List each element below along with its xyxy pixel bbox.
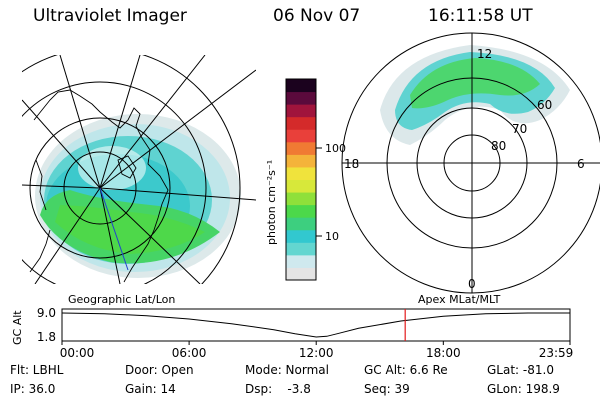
dsp-readout: Dsp: -3.8	[245, 382, 311, 396]
colorbar-tick-label-10: 10	[325, 230, 339, 243]
colorbar-swatch	[286, 229, 316, 243]
gain-readout: Gain: 14	[125, 382, 176, 396]
gc-alt-y-ticks: 9.0 1.8	[37, 306, 56, 344]
colorbar-swatch	[286, 141, 316, 155]
mode-readout: Mode: Normal	[245, 363, 329, 377]
colorbar: 100 10 photon cm⁻²s⁻¹	[265, 78, 346, 281]
aurora-emission-mlt	[380, 45, 570, 145]
right-panel-caption: Apex MLat/MLT	[418, 293, 501, 306]
glon-readout: GLon: 198.9	[487, 382, 560, 396]
left-panel-caption: Geographic Lat/Lon	[68, 293, 175, 306]
ip-readout: IP: 36.0	[10, 382, 56, 396]
mlat-label-60: 60	[537, 98, 552, 112]
mlat-label-70: 70	[512, 122, 527, 136]
colorbar-swatch	[286, 91, 316, 105]
colorbar-swatch	[286, 116, 316, 130]
colorbar-swatch	[286, 129, 316, 143]
gc-alt-readout: GC Alt: 6.6 Re	[364, 363, 448, 377]
view-direction-line	[99, 187, 129, 271]
colorbar-swatch	[286, 179, 316, 193]
coastline	[29, 89, 169, 283]
mlat-mlt-panel: 12 18 6 0 60 70 80	[341, 32, 600, 294]
mlat-label-80: 80	[491, 139, 506, 153]
door-readout: Door: Open	[125, 363, 194, 377]
colorbar-swatch	[286, 166, 316, 180]
latitude-circles	[22, 55, 241, 284]
gc-alt-x-tick-label: 06:00	[172, 346, 207, 360]
mlt-axes	[342, 33, 600, 293]
mlt-label-6: 6	[577, 157, 585, 171]
date-label: 06 Nov 07	[273, 6, 361, 26]
meridian-lines	[22, 55, 256, 284]
gc-alt-series-line	[61, 312, 570, 338]
colorbar-swatch	[286, 104, 316, 118]
colorbar-swatch	[286, 217, 316, 231]
gc-alt-axis-title: GC Alt	[11, 310, 24, 345]
instrument-title: Ultraviolet Imager	[33, 6, 187, 26]
gc-alt-x-tick-label: 18:00	[426, 346, 461, 360]
gc-alt-x-tick-label: 12:00	[299, 346, 334, 360]
glat-readout: GLat: -81.0	[487, 363, 554, 377]
colorbar-swatch	[286, 79, 316, 93]
seq-readout: Seq: 39	[364, 382, 410, 396]
gc-alt-x-ticks: 00:00 06:00 12:00 18:00 23:59	[60, 341, 574, 360]
gc-alt-x-tick-label: 00:00	[60, 346, 95, 360]
colorbar-tick-label-100: 100	[325, 142, 346, 155]
mlt-label-18: 18	[344, 157, 359, 171]
colorbar-scale	[286, 79, 316, 281]
mlt-label-12: 12	[477, 47, 492, 61]
colorbar-swatch	[286, 204, 316, 218]
colorbar-swatch	[286, 254, 316, 268]
time-label: 16:11:58 UT	[428, 6, 533, 26]
colorbar-swatch	[286, 192, 316, 206]
mlt-label-0: 0	[468, 277, 476, 291]
geographic-map-panel	[22, 55, 256, 284]
filter-readout: Flt: LBHL	[10, 363, 64, 377]
colorbar-swatch	[286, 267, 316, 281]
gc-alt-y-tick-label: 9.0	[37, 306, 56, 320]
gc-alt-x-tick-label: 23:59	[539, 346, 574, 360]
gc-alt-chart: GC Alt 9.0 1.8 00:00 06:00 12:00 18:00 23:59	[11, 306, 573, 360]
gc-alt-y-tick-label: 1.8	[37, 330, 56, 344]
colorbar-swatch	[286, 154, 316, 168]
colorbar-unit-label: photon cm⁻²s⁻¹	[265, 160, 278, 245]
colorbar-swatch	[286, 242, 316, 256]
